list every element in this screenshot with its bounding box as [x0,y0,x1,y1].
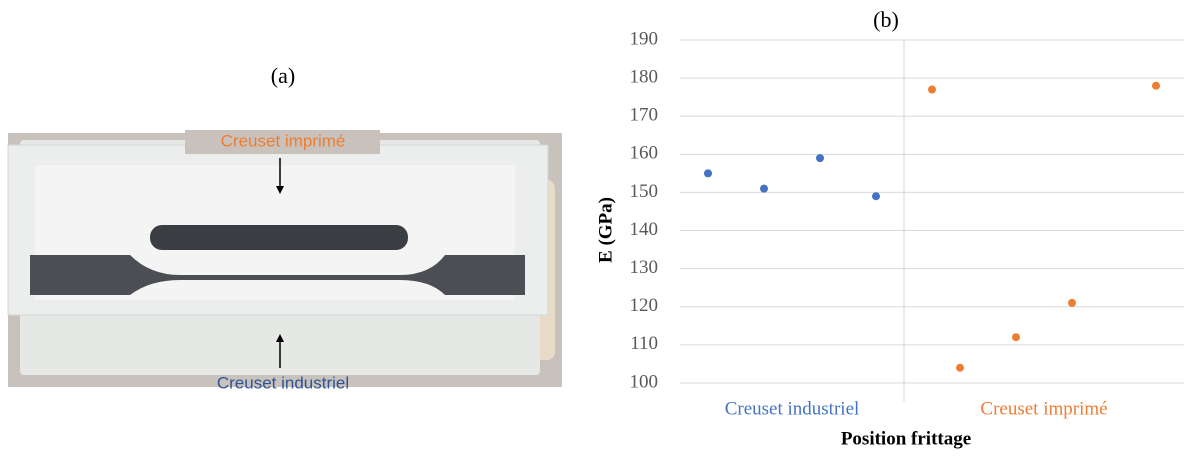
point [704,169,712,178]
slot [150,225,408,250]
y-tick-label: 170 [630,105,659,126]
y-tick-label: 150 [630,181,659,202]
point [1152,81,1160,90]
group-label: Creuset imprimé [980,398,1107,419]
point [760,184,768,193]
y-axis-label: E (GPa) [595,197,616,263]
arrow-head [276,334,284,342]
y-tick-label: 190 [630,28,659,49]
panel-label: (a) [271,63,295,88]
y-tick-label: 160 [630,143,659,164]
y-tick-label: 180 [630,66,659,87]
photo [7,130,562,387]
y-tick-label: 130 [630,257,659,278]
specimen [30,255,525,295]
point [956,363,964,372]
group-label: Creuset industriel [725,398,860,419]
y-tick-label: 140 [630,219,659,240]
arrow-head [276,186,284,194]
y-tick-label: 110 [630,333,658,354]
x-axis-label: Position frittage [841,428,971,449]
point [872,192,880,201]
annotation: Creuset industriel [217,373,349,392]
point [1012,333,1020,342]
point [1068,298,1076,307]
y-tick-label: 120 [630,295,659,316]
point [928,85,936,94]
annotation: Creuset imprimé [221,131,346,150]
chart-title: (b) [873,7,899,32]
y-tick-label: 100 [630,371,659,392]
label-backdrop [185,130,380,154]
point [816,154,824,163]
